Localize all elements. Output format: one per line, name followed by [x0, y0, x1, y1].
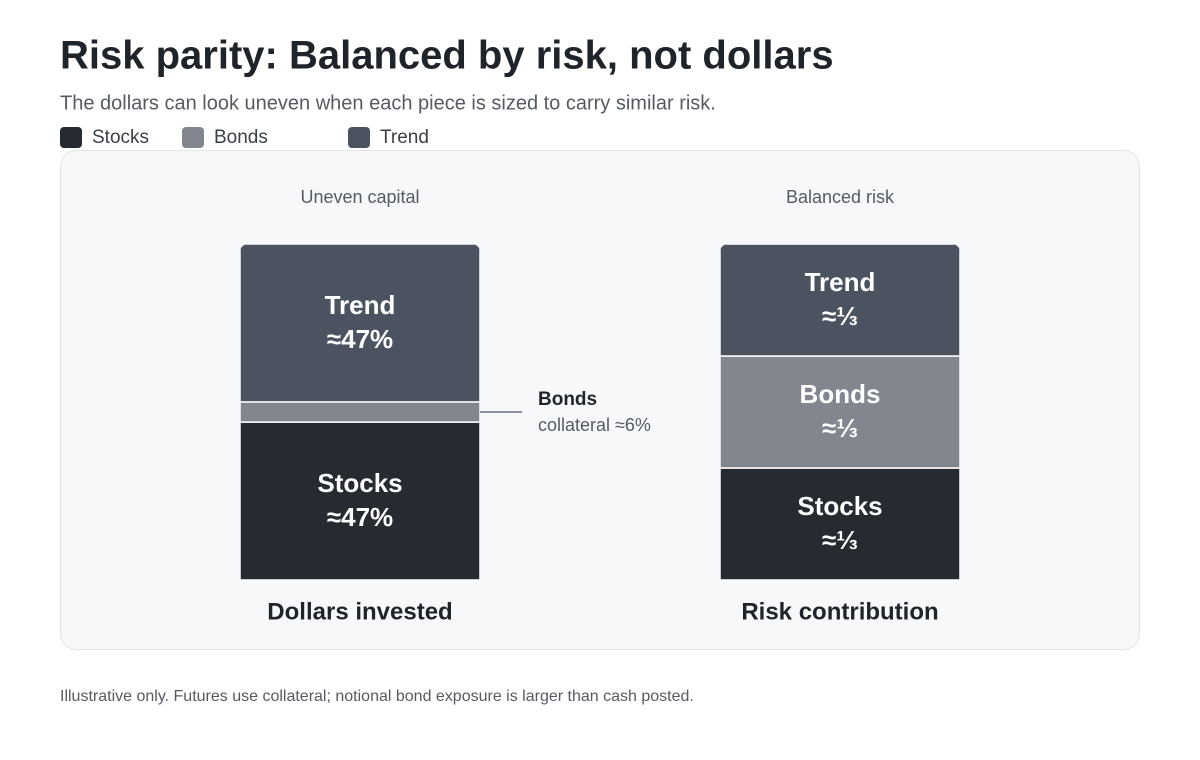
- legend-swatch: [182, 127, 204, 148]
- legend-label: Bonds: [214, 127, 268, 148]
- bar-segment: [720, 244, 960, 357]
- column-note: Uneven capital: [300, 187, 419, 207]
- legend-label: Trend: [380, 127, 429, 148]
- bar-stack: [240, 244, 480, 581]
- segment-name: Stocks: [797, 491, 882, 521]
- bar-segment: [240, 244, 480, 403]
- x-tick-label: Dollars invested: [267, 598, 452, 625]
- bar-segment: [240, 401, 480, 423]
- legend-swatch: [60, 127, 82, 148]
- segment-value-label: ≈47%: [327, 324, 393, 354]
- legend-label: Stocks: [92, 127, 149, 148]
- segment-value-label: ≈⅓: [822, 525, 858, 555]
- segment-value-label: ≈⅓: [822, 413, 858, 443]
- panel: [60, 150, 1140, 650]
- segment-name: Trend: [325, 290, 396, 320]
- bar-segment: [240, 421, 480, 581]
- bar-segment: [720, 355, 960, 469]
- segment-name: Stocks: [317, 468, 402, 498]
- segment-value-label: ≈⅓: [822, 301, 858, 331]
- legend-swatch: [348, 127, 370, 148]
- segment-name: Trend: [805, 267, 876, 297]
- chart-subtitle: The dollars can look uneven when each pi…: [60, 92, 716, 114]
- segment-name: Bonds: [800, 379, 881, 409]
- segment-value-label: ≈47%: [327, 502, 393, 532]
- column-note: Balanced risk: [786, 187, 895, 207]
- callout-value-label: collateral ≈6%: [538, 415, 651, 435]
- bar-stack: [720, 244, 960, 581]
- callout-name: Bonds: [538, 389, 597, 410]
- footnote: Illustrative only. Futures use collatera…: [60, 688, 694, 705]
- x-tick-label: Risk contribution: [741, 598, 938, 625]
- chart-title: Risk parity: Balanced by risk, not dolla…: [60, 34, 834, 78]
